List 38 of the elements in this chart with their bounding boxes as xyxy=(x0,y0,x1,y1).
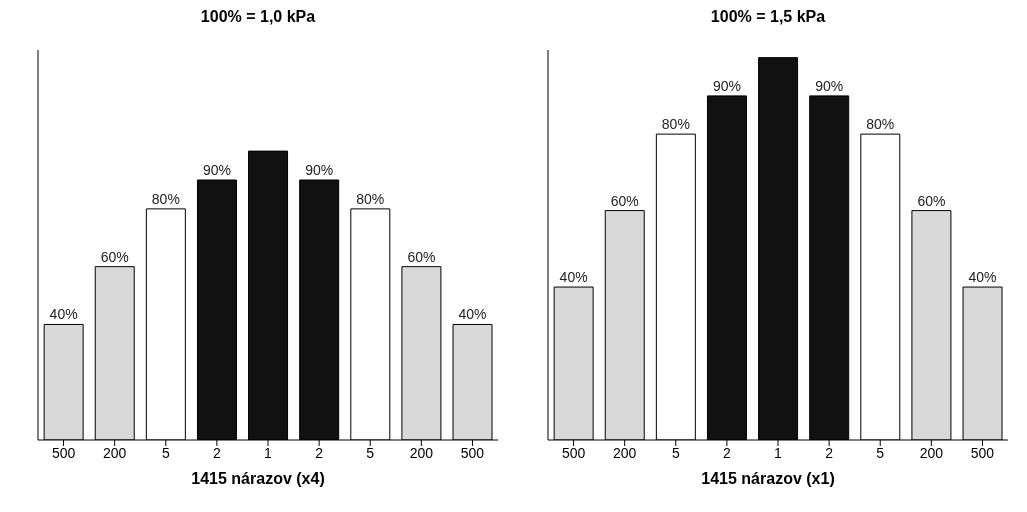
data-label: 40% xyxy=(559,269,588,286)
data-label: 40% xyxy=(49,306,78,323)
x-tick-label: 2 xyxy=(315,444,324,461)
chart-title: 100% = 1,0 kPa xyxy=(199,8,317,27)
data-label: 90% xyxy=(202,162,231,178)
x-tick-label: 500 xyxy=(561,444,586,461)
x-tick-label: 2 xyxy=(722,444,731,461)
data-label: 90% xyxy=(815,77,844,94)
x-tick-label: 200 xyxy=(919,444,944,461)
x-tick-label: 5 xyxy=(366,444,375,461)
data-label: 80% xyxy=(356,190,385,207)
data-label: 40% xyxy=(968,269,997,286)
data-label: 60% xyxy=(917,192,946,209)
x-tick-label: 1 xyxy=(774,444,783,461)
data-label: 90% xyxy=(712,77,741,94)
x-tick-label: 5 xyxy=(876,444,885,461)
x-axis-title: 1415 nárazov (x4) xyxy=(190,470,326,488)
x-tick-label: 500 xyxy=(51,444,76,461)
x-tick-label: 5 xyxy=(161,444,170,461)
data-label: 60% xyxy=(610,192,639,209)
data-label: 80% xyxy=(661,116,690,133)
data-label: 80% xyxy=(866,116,895,133)
x-axis-title: 1415 nárazov (x1) xyxy=(700,470,836,488)
data-label: 90% xyxy=(305,162,334,178)
x-tick-label: 500 xyxy=(460,444,485,461)
x-tick-label: 500 xyxy=(970,444,995,461)
x-tick-label: 200 xyxy=(102,444,127,461)
x-tick-label: 2 xyxy=(212,444,221,461)
data-label: 60% xyxy=(100,248,129,265)
x-tick-label: 200 xyxy=(612,444,637,461)
data-label: 40% xyxy=(458,306,487,323)
x-tick-label: 5 xyxy=(671,444,680,461)
x-tick-label: 1 xyxy=(264,444,273,461)
chart-title: 100% = 1,5 kPa xyxy=(709,8,827,27)
data-label: 80% xyxy=(151,190,180,207)
data-label: 60% xyxy=(407,248,436,265)
x-tick-label: 200 xyxy=(409,444,434,461)
x-tick-label: 2 xyxy=(825,444,834,461)
